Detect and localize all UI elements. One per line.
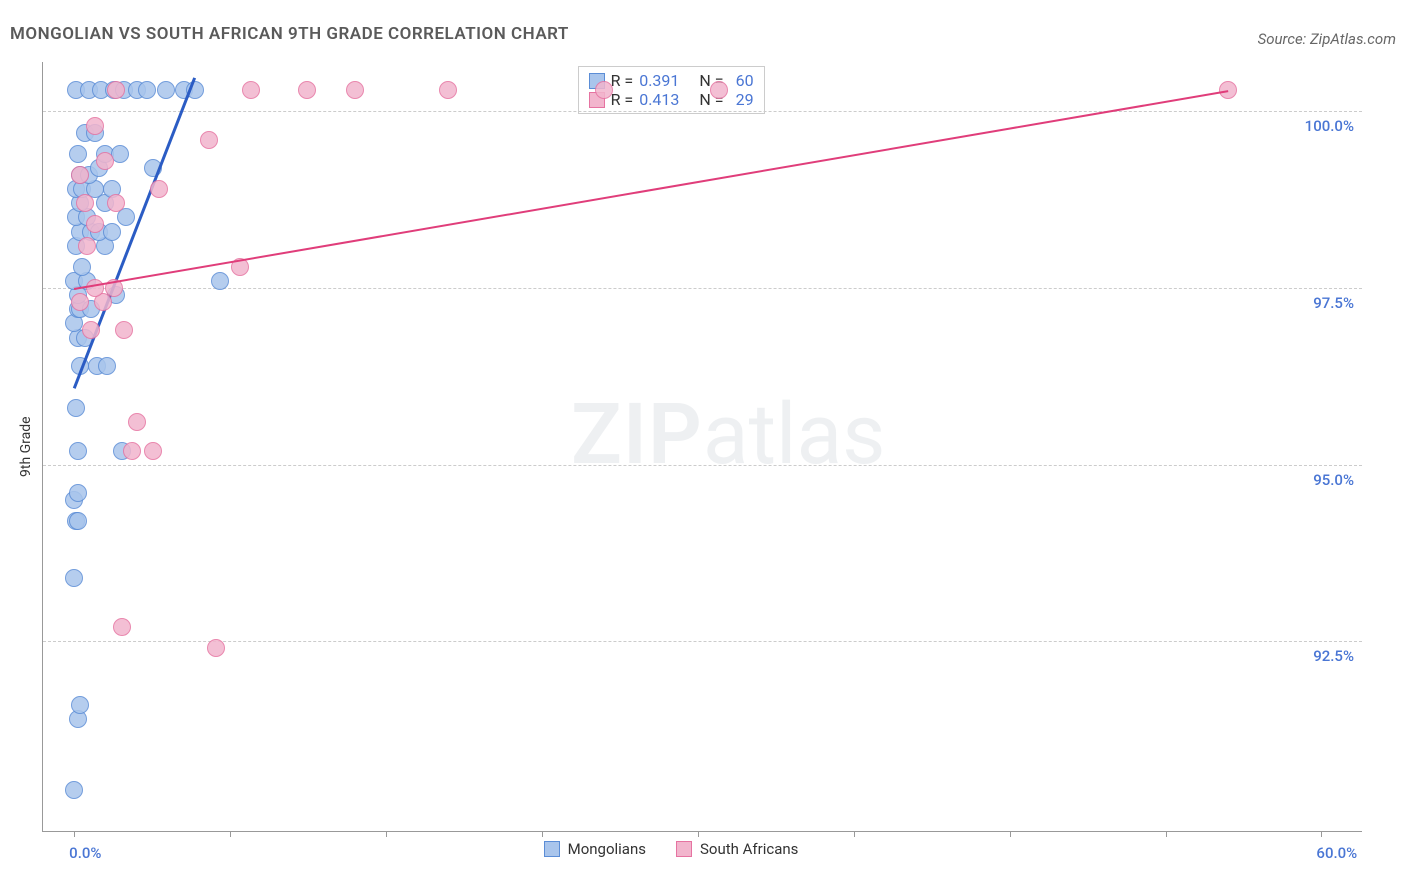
- data-point: [123, 442, 141, 460]
- y-tick-label: 97.5%: [1313, 294, 1354, 312]
- data-point: [128, 413, 146, 431]
- data-point: [115, 321, 133, 339]
- data-point: [65, 569, 83, 587]
- data-point: [103, 223, 121, 241]
- grid-line-h: [43, 641, 1362, 642]
- legend-n-value: 60: [730, 71, 754, 90]
- legend-r-value: 0.391: [639, 71, 679, 90]
- data-point: [710, 81, 728, 99]
- trend-line: [74, 90, 1228, 290]
- x-tick: [1010, 831, 1011, 837]
- data-point: [71, 293, 89, 311]
- data-point: [71, 166, 89, 184]
- data-point: [69, 512, 87, 530]
- watermark-atlas: atlas: [703, 385, 886, 484]
- x-tick-label: 60.0%: [1316, 844, 1357, 862]
- data-point: [73, 258, 91, 276]
- legend-swatch: [676, 841, 692, 857]
- x-tick: [1166, 831, 1167, 837]
- legend-r-value: 0.413: [639, 90, 679, 109]
- legend-label: South Africans: [700, 840, 798, 858]
- y-tick-label: 100.0%: [1305, 117, 1354, 135]
- legend-n-value: 29: [730, 90, 754, 109]
- x-tick: [386, 831, 387, 837]
- data-point: [113, 618, 131, 636]
- data-point: [65, 781, 83, 799]
- legend-swatch: [544, 841, 560, 857]
- x-tick: [74, 831, 75, 837]
- watermark: ZIPatlas: [571, 385, 886, 484]
- x-tick: [230, 831, 231, 837]
- data-point: [82, 321, 100, 339]
- data-point: [107, 194, 125, 212]
- data-point: [346, 81, 364, 99]
- legend-bottom: Mongolians South Africans: [544, 840, 799, 858]
- legend-label: Mongolians: [568, 840, 646, 858]
- source-label: Source: ZipAtlas.com: [1258, 30, 1396, 48]
- y-axis-label: 9th Grade: [18, 416, 34, 477]
- legend-item: South Africans: [676, 840, 798, 858]
- data-point: [107, 81, 125, 99]
- data-point: [96, 152, 114, 170]
- data-point: [242, 81, 260, 99]
- grid-line-h: [43, 288, 1362, 289]
- data-point: [86, 279, 104, 297]
- grid-line-h: [43, 465, 1362, 466]
- x-tick: [698, 831, 699, 837]
- data-point: [69, 484, 87, 502]
- data-point: [144, 442, 162, 460]
- data-point: [595, 81, 613, 99]
- legend-item: Mongolians: [544, 840, 646, 858]
- chart-title: MONGOLIAN VS SOUTH AFRICAN 9TH GRADE COR…: [10, 24, 569, 44]
- y-tick-label: 92.5%: [1313, 647, 1354, 665]
- y-tick-label: 95.0%: [1313, 471, 1354, 489]
- data-point: [211, 272, 229, 290]
- watermark-zip: ZIP: [571, 385, 703, 484]
- data-point: [71, 696, 89, 714]
- x-tick: [1321, 831, 1322, 837]
- legend-r-label: R =: [611, 71, 634, 90]
- data-point: [69, 442, 87, 460]
- x-tick-label: 0.0%: [69, 844, 101, 862]
- data-point: [150, 180, 168, 198]
- data-point: [76, 194, 94, 212]
- data-point: [98, 357, 116, 375]
- grid-line-h: [43, 111, 1362, 112]
- data-point: [207, 639, 225, 657]
- chart-plot-area: ZIPatlas R =0.391N =60R =0.413N =29 92.5…: [42, 62, 1362, 832]
- legend-stats-row: R =0.391N =60: [589, 71, 754, 90]
- data-point: [86, 117, 104, 135]
- data-point: [86, 215, 104, 233]
- legend-stats-row: R =0.413N =29: [589, 90, 754, 109]
- x-tick: [542, 831, 543, 837]
- data-point: [298, 81, 316, 99]
- data-point: [439, 81, 457, 99]
- data-point: [138, 81, 156, 99]
- data-point: [69, 145, 87, 163]
- data-point: [67, 399, 85, 417]
- data-point: [200, 131, 218, 149]
- data-point: [157, 81, 175, 99]
- legend-r-label: R =: [611, 90, 634, 109]
- x-tick: [854, 831, 855, 837]
- data-point: [78, 237, 96, 255]
